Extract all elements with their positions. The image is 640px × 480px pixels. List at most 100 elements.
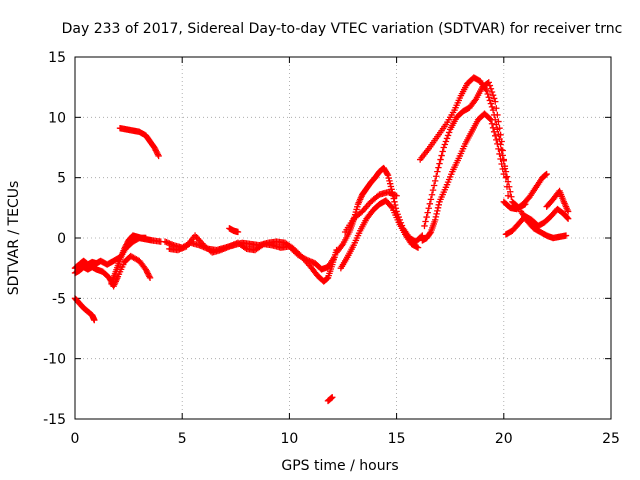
data-point-interp: [486, 97, 494, 104]
series-fill-track-d: [72, 295, 98, 323]
data-point-interp: [490, 128, 498, 136]
series-track-e: [116, 124, 162, 160]
data-point-interp: [143, 268, 151, 276]
data-point-interp: [152, 147, 159, 154]
series-fill-track-p: [501, 171, 550, 213]
data-point-interp: [432, 213, 440, 221]
data-point-interp: [400, 229, 408, 236]
data-point: [421, 222, 428, 230]
data-point-interp: [435, 201, 442, 209]
data-point-interp: [492, 132, 499, 140]
data-point-interp: [345, 230, 352, 238]
data-point-interp: [483, 80, 490, 88]
data-point-interp: [349, 217, 356, 225]
data-point-interp: [532, 220, 540, 228]
data-point-interp: [471, 97, 479, 104]
data-point-interp: [485, 114, 492, 121]
data-point-interp: [431, 177, 439, 185]
data-point-interp: [434, 207, 441, 215]
data-point-interp: [488, 120, 496, 127]
data-point-interp: [141, 234, 149, 242]
data-point-interp: [545, 215, 553, 222]
series-fill-track-h: [226, 225, 241, 235]
series-track-c: [108, 232, 149, 288]
data-point-interp: [154, 151, 162, 158]
data-point-interp: [531, 185, 539, 193]
data-point-interp: [146, 273, 153, 280]
data-point-interp: [151, 145, 159, 153]
data-point-interp: [504, 178, 512, 185]
data-point-interp: [487, 85, 495, 92]
series-track-g: [166, 232, 338, 273]
chart-title: Day 233 of 2017, Sidereal Day-to-day VTE…: [62, 21, 623, 37]
data-point-interp: [430, 182, 438, 189]
data-point-interp: [422, 218, 429, 225]
data-point-interp: [499, 147, 506, 154]
data-point-interp: [528, 222, 535, 230]
data-point-interp: [290, 247, 297, 254]
data-point-interp: [343, 255, 350, 263]
data-point-interp: [90, 316, 98, 323]
data-point-interp: [443, 135, 451, 142]
data-point-interp: [498, 160, 505, 168]
data-point: [498, 138, 505, 145]
series-fill-track-a: [72, 235, 163, 271]
data-point-interp: [362, 217, 369, 224]
data-point-interp: [291, 248, 299, 256]
data-point-interp: [149, 142, 157, 149]
series-fill-track-k: [338, 197, 421, 270]
data-point-interp: [423, 213, 430, 221]
series-fill-track-g: [167, 233, 337, 273]
data-point-interp: [564, 214, 571, 222]
data-point-interp: [434, 204, 442, 212]
data-point-interp: [287, 244, 295, 252]
data-point-interp: [487, 100, 495, 107]
data-point-interp: [497, 131, 504, 139]
series-fill-track-r: [518, 209, 569, 241]
data-point-interp: [547, 198, 555, 205]
data-point-interp: [301, 255, 309, 263]
data-point-interp: [357, 209, 365, 216]
series-track-l: [341, 188, 400, 236]
data-point-interp: [502, 174, 510, 181]
data-point-interp: [503, 183, 511, 190]
series-fill-track-b: [72, 253, 153, 289]
series-track-r: [517, 208, 570, 242]
data-point-interp: [486, 82, 494, 89]
data-point-interp: [391, 191, 399, 199]
x-tick-label: 5: [178, 431, 187, 447]
data-point-interp: [121, 244, 129, 251]
data-point-interp: [426, 230, 433, 238]
data-point-interp: [433, 173, 440, 180]
y-tick-label: 0: [57, 231, 66, 247]
data-point-interp: [311, 269, 319, 276]
data-point-interp: [367, 209, 375, 217]
data-point-interp: [493, 105, 500, 112]
series-track-h: [226, 225, 242, 236]
data-point-interp: [123, 241, 130, 248]
data-points: [71, 74, 572, 405]
data-point-interp: [486, 115, 494, 122]
data-point-interp: [504, 202, 512, 210]
data-point-interp: [224, 243, 232, 251]
data-point: [427, 196, 435, 203]
data-point-interp: [356, 210, 363, 218]
data-point-interp: [554, 190, 561, 197]
data-point-interp: [424, 147, 431, 154]
data-point-interp: [441, 141, 449, 148]
data-point-interp: [488, 88, 496, 96]
x-tick-label: 25: [602, 431, 620, 447]
data-point-interp: [120, 261, 127, 268]
data-point-interp: [445, 129, 453, 136]
data-point-interp: [388, 186, 395, 193]
y-tick-label: -15: [43, 412, 66, 428]
data-point-interp: [552, 208, 559, 215]
data-point-interp: [435, 164, 442, 171]
data-point-interp: [442, 138, 450, 145]
data-point-interp: [300, 254, 307, 262]
data-point-interp: [120, 247, 127, 254]
data-point-interp: [116, 258, 123, 265]
data-point-interp: [366, 200, 373, 207]
data-point-interp: [470, 98, 477, 106]
